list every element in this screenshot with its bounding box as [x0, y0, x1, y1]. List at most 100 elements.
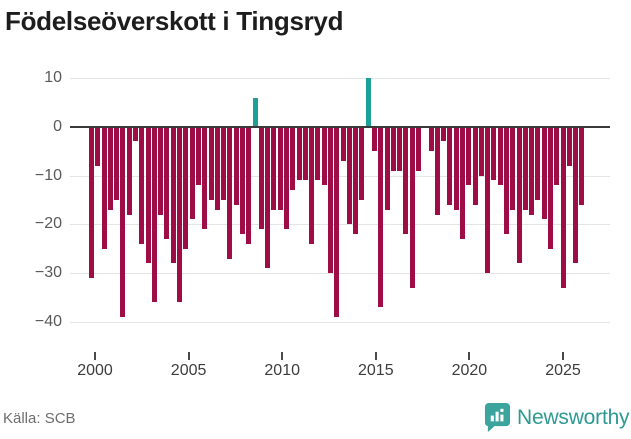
negative-bar — [145, 126, 151, 264]
zero-axis-line — [70, 125, 610, 128]
chart-area: 10 0 −10 −20 −30 −40 2000 2005 2010 2015 2020 2025 — [34, 69, 610, 379]
negative-bar — [239, 126, 245, 235]
negative-bar — [183, 126, 189, 249]
x-tick — [281, 352, 284, 360]
negative-bar — [101, 126, 107, 249]
gridline — [70, 175, 610, 177]
negative-bar — [447, 126, 453, 205]
negative-bar — [428, 126, 434, 152]
y-tick-label: −10 — [34, 166, 62, 184]
negative-bar — [522, 126, 528, 210]
negative-bar — [327, 126, 333, 274]
negative-bar — [133, 126, 138, 142]
y-tick-label: 10 — [44, 69, 62, 86]
y-tick-label: 0 — [53, 117, 62, 135]
x-tick — [94, 352, 96, 360]
negative-bar — [516, 126, 522, 264]
brand-wordmark: Newsworthy — [517, 405, 630, 429]
page-title: Födelseöverskott i Tingsryd — [5, 6, 344, 36]
newsworthy-logo[interactable]: Newsworthy — [484, 402, 630, 433]
negative-bar — [359, 126, 365, 200]
negative-bar — [415, 126, 421, 171]
negative-bar — [573, 126, 579, 264]
negative-bar — [265, 126, 270, 269]
negative-bar — [164, 126, 170, 239]
x-tick-label: 2005 — [170, 362, 207, 379]
negative-bar — [321, 126, 327, 186]
gridline — [70, 78, 610, 79]
negative-bar — [89, 126, 94, 279]
negative-bar — [554, 126, 560, 186]
gridline — [70, 273, 610, 275]
negative-bar — [535, 126, 541, 200]
negative-bar — [548, 126, 553, 249]
negative-bar — [346, 126, 352, 225]
negative-bar — [353, 126, 359, 235]
negative-bar — [309, 126, 314, 244]
negative-bar — [246, 126, 252, 244]
negative-bar — [277, 126, 283, 210]
negative-bar — [208, 126, 214, 200]
negative-bar — [177, 126, 182, 303]
source-label: Källa: SCB — [3, 410, 76, 427]
gridline — [70, 224, 610, 226]
negative-bar — [189, 126, 195, 220]
negative-bar — [378, 126, 384, 308]
positive-bar — [365, 78, 371, 127]
x-tick-label: 2025 — [545, 362, 581, 379]
y-tick-label: −40 — [34, 313, 62, 330]
negative-bar — [390, 126, 396, 171]
x-tick — [468, 352, 471, 360]
negative-bar — [472, 126, 478, 205]
negative-bar — [441, 126, 447, 142]
negative-bar — [503, 126, 509, 235]
negative-bar — [434, 126, 440, 215]
negative-bar — [497, 126, 503, 186]
negative-bar — [271, 126, 277, 210]
negative-bar — [170, 126, 176, 264]
y-tick-label: −20 — [34, 215, 62, 233]
y-tick-label: −30 — [34, 264, 62, 282]
negative-bar — [202, 126, 208, 230]
negative-bar — [302, 126, 308, 181]
x-tick-label: 2020 — [451, 362, 488, 379]
negative-bar — [541, 126, 547, 220]
negative-bar — [120, 126, 126, 318]
negative-bar — [560, 126, 566, 288]
x-tick-label: 2010 — [264, 362, 300, 379]
negative-bar — [227, 126, 233, 259]
x-tick — [374, 352, 377, 360]
negative-bar — [371, 126, 377, 152]
negative-bar — [158, 126, 164, 215]
negative-bar — [139, 126, 145, 244]
negative-bar — [334, 126, 340, 318]
negative-bar — [95, 126, 101, 166]
negative-bar — [478, 126, 484, 176]
negative-bar — [397, 126, 403, 171]
newsworthy-icon — [484, 403, 511, 432]
x-tick-label: 2000 — [77, 362, 113, 379]
x-tick — [187, 352, 190, 360]
negative-bar — [384, 126, 390, 210]
negative-bar — [409, 126, 415, 288]
negative-bar — [107, 126, 113, 210]
negative-bar — [453, 126, 459, 210]
negative-bar — [529, 126, 535, 215]
negative-bar — [296, 126, 302, 181]
chart-bars-glyph — [490, 408, 504, 422]
x-tick-label: 2015 — [358, 362, 394, 379]
negative-bar — [283, 126, 289, 230]
negative-bar — [290, 126, 296, 191]
negative-bar — [566, 126, 572, 166]
negative-bar — [151, 126, 157, 303]
negative-bar — [340, 126, 346, 161]
negative-bar — [221, 126, 226, 200]
negative-bar — [315, 126, 321, 181]
gridline — [70, 322, 610, 323]
negative-bar — [485, 126, 491, 274]
negative-bar — [114, 126, 120, 200]
negative-bar — [214, 126, 220, 210]
negative-bar — [403, 126, 409, 235]
negative-bar — [459, 126, 465, 239]
